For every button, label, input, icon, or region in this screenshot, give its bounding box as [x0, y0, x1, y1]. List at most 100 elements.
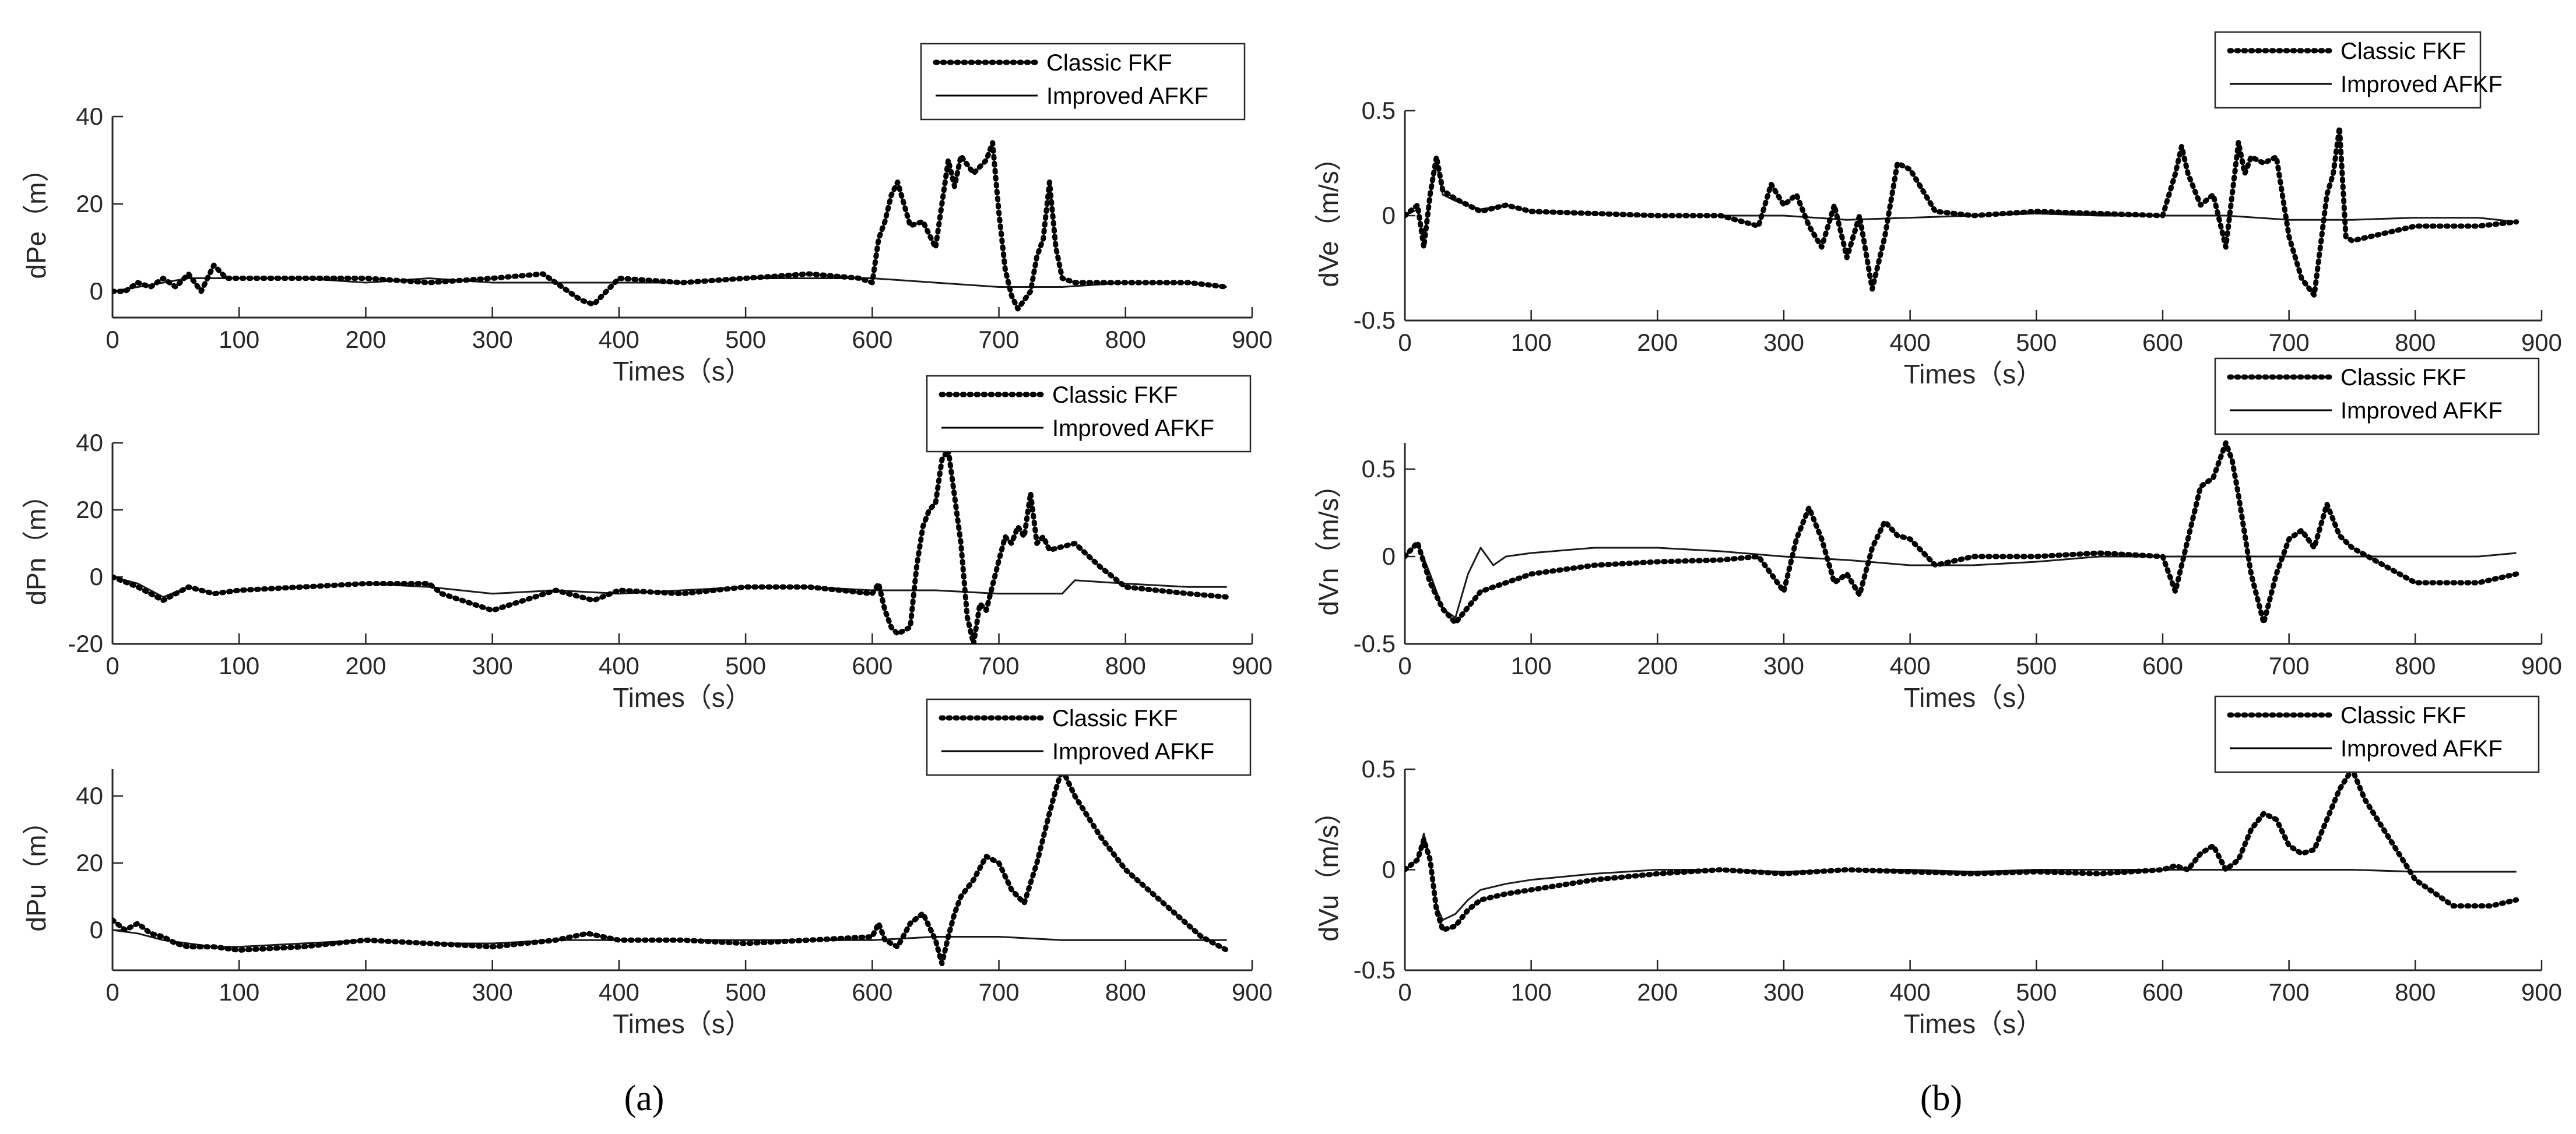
x-tick-label: 700 [979, 652, 1020, 679]
x-axis-label: Times（s） [613, 1009, 752, 1039]
x-tick-label: 500 [725, 978, 766, 1006]
y-tick-label: 40 [76, 782, 103, 809]
panel-b-group: 0 100 200 300 400 500 600 700 800 900-0.500.5Time… [1313, 31, 2562, 1118]
x-tick-label: 300 [472, 326, 513, 353]
y-axis-label: dPu（m） [21, 808, 51, 931]
x-tick-label: 600 [2142, 329, 2183, 356]
x-tick-label: 400 [599, 652, 639, 679]
x-tick-label: 300 [1763, 652, 1804, 679]
x-tick-label: 100 [219, 326, 259, 353]
chart-dVn: 0 100 200 300 400 500 600 700 800 900-0.500.5Time… [1313, 357, 2562, 713]
x-axis-label: Times（s） [1904, 359, 2043, 389]
legend-label: Improved AFKF [2340, 736, 2503, 762]
x-tick-label: 700 [979, 978, 1020, 1006]
y-axis-label: dVe（m/s） [1313, 144, 1344, 287]
x-tick-label: 600 [2142, 978, 2183, 1006]
legend-label: Classic FKF [2340, 38, 2466, 64]
y-axis-label: dVu（m/s） [1313, 798, 1344, 941]
y-tick-label: 0.5 [1362, 455, 1396, 483]
caption-b: (b) [1920, 1079, 1962, 1118]
x-tick-label: 800 [2395, 329, 2436, 356]
series-line-improved-afkf [1405, 162, 2517, 242]
x-tick-label: 800 [1105, 978, 1146, 1006]
x-tick-label: 400 [1890, 329, 1931, 356]
legend-box [2214, 695, 2540, 773]
y-tick-label: 0 [1382, 202, 1396, 229]
series-line-classic-fkf [113, 140, 1230, 312]
series-line-classic-fkf [113, 447, 1230, 644]
y-axis-label: dVn（m/s） [1313, 471, 1344, 616]
x-tick-label: 300 [1763, 978, 1804, 1006]
y-tick-label: 40 [76, 103, 103, 130]
y-tick-label: -20 [68, 630, 103, 657]
chart-dVe: 0 100 200 300 400 500 600 700 800 900-0.500.5Time… [1313, 31, 2562, 389]
x-tick-label: 600 [852, 652, 892, 679]
x-tick-label: 100 [1511, 652, 1552, 679]
series-line-classic-fkf [113, 766, 1230, 966]
y-tick-label: 0.5 [1362, 755, 1396, 783]
x-tick-label: 600 [852, 326, 892, 353]
x-tick-label: 200 [345, 652, 386, 679]
y-tick-label: 20 [76, 190, 103, 217]
x-tick-label: 200 [1637, 652, 1678, 679]
x-tick-label: 300 [472, 978, 513, 1006]
x-tick-label: 0 [1398, 329, 1411, 356]
x-tick-label: 100 [1511, 329, 1552, 356]
legend-label: Improved AFKF [1052, 739, 1214, 765]
legend-box [926, 375, 1252, 453]
x-tick-label: 200 [345, 978, 386, 1006]
x-tick-label: 100 [1511, 978, 1552, 1006]
y-tick-label: 0 [1382, 856, 1396, 883]
y-tick-label: 0 [90, 916, 103, 943]
x-axis-label: Times（s） [613, 682, 752, 713]
chart-dPe: 0 100 200 300 400 500 600 700 800 900 0 20 40 Times（s… [21, 43, 1273, 386]
legend-box [2214, 357, 2540, 435]
series-line-classic-fkf [1405, 440, 2519, 626]
legend-label: Improved AFKF [1052, 415, 1214, 441]
x-tick-label: 700 [2269, 652, 2310, 679]
x-tick-label: 900 [2521, 329, 2562, 356]
x-tick-label: 0 [1398, 978, 1411, 1006]
series-line-classic-fkf [1405, 766, 2519, 933]
x-tick-label: 400 [599, 978, 639, 1006]
chart-dVu: 0 100 200 300 400 500 600 700 800 900-0.500.5Time… [1313, 695, 2562, 1039]
y-tick-label: 20 [76, 496, 103, 523]
x-tick-label: 500 [725, 652, 766, 679]
x-tick-label: 0 [1398, 652, 1411, 679]
x-tick-label: 500 [2016, 978, 2057, 1006]
y-tick-label: -0.5 [1354, 630, 1396, 657]
x-tick-label: 100 [219, 652, 259, 679]
x-tick-label: 300 [1763, 329, 1804, 356]
x-axis-label: Times（s） [613, 356, 752, 386]
legend-box [926, 698, 1252, 776]
x-tick-label: 500 [2016, 652, 2057, 679]
x-tick-label: 800 [2395, 652, 2436, 679]
y-tick-label: 0.5 [1362, 97, 1396, 124]
x-tick-label: 200 [1637, 329, 1678, 356]
legend-label: Classic FKF [2340, 365, 2466, 390]
x-axis-label: Times（s） [1904, 1009, 2043, 1039]
y-axis-label: dPn（m） [21, 481, 51, 605]
x-tick-label: 0 [106, 652, 119, 679]
y-tick-label: 0 [90, 563, 103, 590]
x-tick-label: 500 [725, 326, 766, 353]
x-tick-label: 700 [979, 326, 1020, 353]
legend-label: Classic FKF [1052, 706, 1178, 731]
x-tick-label: 900 [1232, 978, 1273, 1006]
x-tick-label: 900 [1232, 326, 1273, 353]
legend-box [2214, 31, 2482, 109]
series-line-improved-afkf [1405, 832, 2517, 921]
x-tick-label: 900 [2521, 652, 2562, 679]
y-tick-label: -0.5 [1354, 307, 1396, 334]
x-tick-label: 0 [106, 326, 119, 353]
chart-dPn: 0 100 200 300 400 500 600 700 800 900-2002040Time… [21, 375, 1273, 713]
x-tick-label: 600 [2142, 652, 2183, 679]
x-tick-label: 400 [1890, 652, 1931, 679]
x-tick-label: 200 [1637, 978, 1678, 1006]
x-tick-label: 500 [2016, 329, 2057, 356]
panel-a-group: 0 100 200 300 400 500 600 700 800 90002040Times（s… [21, 43, 1273, 1118]
x-tick-label: 0 [106, 978, 119, 1006]
x-tick-label: 800 [2395, 978, 2436, 1006]
x-axis-label: Times（s） [1904, 682, 2043, 713]
caption-a: (a) [624, 1079, 665, 1118]
